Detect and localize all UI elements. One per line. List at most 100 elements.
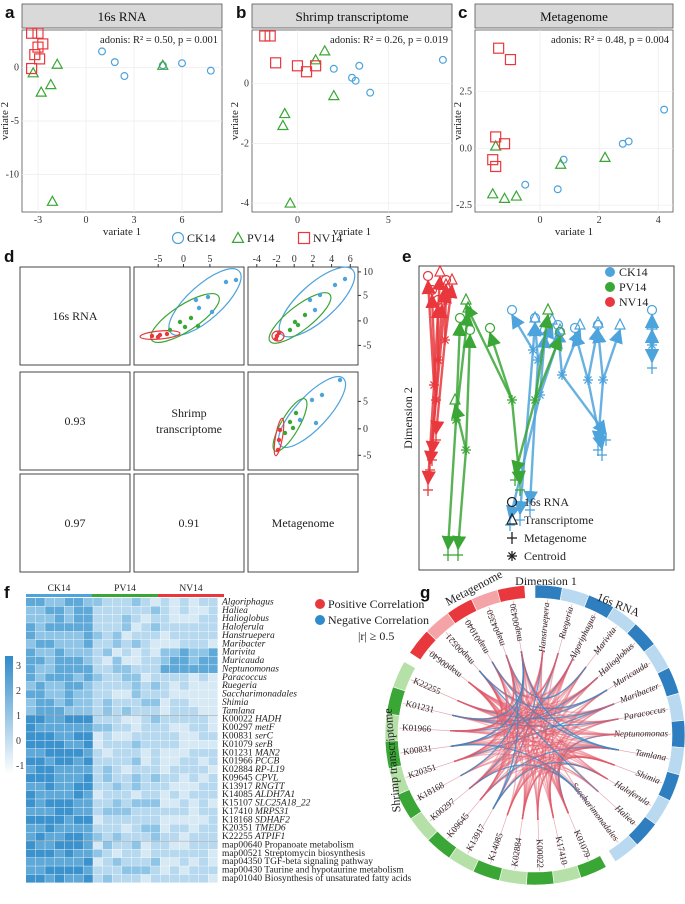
heat-cell [83,748,93,757]
heat-cell [170,623,180,632]
heat-cell [83,656,93,665]
heat-cell [102,782,112,791]
legend-abc: CK14 PV14 NV14 [171,231,342,245]
correlation-chord [457,654,515,712]
nv14-point [504,53,517,66]
heat-cell [102,606,112,615]
nv14-point [493,42,505,54]
heat-cell [179,866,189,875]
row-label: Ruegeria [221,681,257,691]
sample-dot [309,397,315,403]
heat-cell [208,614,218,623]
heat-cell [141,623,151,632]
correlation-chord [491,661,539,820]
rna-marker [646,304,658,316]
diag-label: Shrimp [171,406,206,420]
centroid-marker [508,552,516,560]
heat-cell [198,782,208,791]
heat-cell [189,874,199,883]
heat-cell [208,748,218,757]
nv14-point [490,160,502,173]
heat-cell [122,748,132,757]
heat-cell [64,732,74,741]
heat-cell [74,606,84,615]
heat-cell [141,698,151,707]
spoke [614,684,662,705]
heat-cell [45,782,55,791]
row-label: Neptunomonas [221,664,279,674]
heat-cell [131,673,141,682]
legend-label: CK14 [187,231,216,245]
heat-cell [83,698,93,707]
heat-cell [74,774,84,783]
heat-cell [83,598,93,606]
heat-cell [83,849,93,858]
ck14-point [438,55,447,64]
heat-cell [45,598,55,606]
heat-cell [45,765,55,774]
legend-negative: Negative Correlation [328,613,429,627]
heat-cell [160,623,170,632]
heat-cell [198,815,208,824]
heat-cell [208,673,218,682]
heat-cell [179,706,189,715]
row-label: K00022 HADH [222,715,283,725]
heat-cell [150,706,160,715]
heat-cell [54,740,64,749]
heat-cell [160,673,170,682]
row-label: map00430 Taurine and hypotaurine metabol… [222,866,404,876]
heat-cell [189,849,199,858]
heat-cell [74,598,84,606]
heat-cell [54,673,64,682]
heat-cell [74,790,84,799]
nv14-point [300,66,313,78]
gene-symbol: SDHAF2 [255,815,290,825]
heat-cell [122,832,132,841]
trajectory-arrow [571,331,590,381]
heat-cell [64,623,74,632]
correlation-chord [468,681,526,820]
gene-symbol: serC [255,732,274,742]
correlation-chord [457,661,508,713]
heat-cell [45,690,55,699]
heat-cell [198,623,208,632]
heat-cell [160,690,170,699]
spoke [618,708,669,720]
transcriptome-label: K02884 [509,836,523,867]
heat-cell [170,723,180,732]
heat-cell [93,748,103,757]
heat-cell [54,815,64,824]
heat-cell [189,799,199,808]
ck14-point [110,58,119,67]
sample-dot [276,330,282,336]
heat-cell [122,807,132,816]
heat-cell [122,874,132,883]
heat-cell [150,639,160,648]
correlation-chord [479,661,512,801]
sample-dot [317,292,323,298]
correlation-chord [520,651,539,820]
sample-dot [307,297,313,303]
heat-cell [160,765,170,774]
heat-cell [122,849,132,858]
heat-cell [170,857,180,866]
nv14-point [26,62,38,75]
heat-cell [45,807,55,816]
heat-cell [45,857,55,866]
centroid-marker [462,446,470,454]
row-label: Algoriphagus [221,597,274,607]
heat-cell [131,765,141,774]
heat-cell [141,665,151,674]
heat-cell [83,665,93,674]
correlation-chord [454,743,619,763]
top-tick-label: 0 [181,254,186,265]
x-tick-label: 5 [386,215,391,226]
heat-cell [170,665,180,674]
heat-cell [112,782,122,791]
sample-dot [196,305,202,311]
right-tick-label: 0 [363,424,368,435]
correlation-chord [460,745,619,777]
heat-cell [74,841,84,850]
heat-cell [189,866,199,875]
heat-cell [198,832,208,841]
